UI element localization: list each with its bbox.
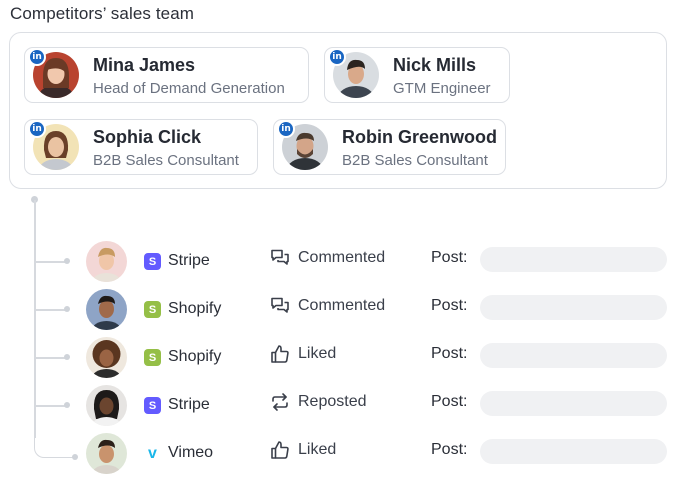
team-member-role: Head of Demand Generation	[93, 80, 285, 97]
activity-action: Commented	[298, 249, 386, 266]
company-name: Shopify	[168, 300, 222, 317]
team-card-sophia-click[interactable]: in Sophia Click B2B Sales Consultant	[24, 119, 258, 175]
team-member-role: GTM Engineer	[393, 80, 491, 97]
activity-row[interactable]: S Stripe Commented Post:	[0, 240, 685, 284]
team-member-role: B2B Sales Consultant	[93, 152, 239, 169]
team-member-name: Nick Mills	[393, 55, 477, 75]
post-preview-field[interactable]	[480, 295, 667, 320]
post-preview-field[interactable]	[480, 343, 667, 368]
post-preview-field[interactable]	[480, 391, 667, 416]
avatar	[86, 337, 127, 378]
post-label: Post:	[431, 345, 468, 362]
post-label: Post:	[431, 249, 468, 266]
tree-branch	[35, 405, 67, 407]
team-member-name: Sophia Click	[93, 127, 202, 147]
tree-branch-dot	[64, 354, 70, 360]
comment-icon	[270, 296, 290, 316]
thumbs-up-icon	[270, 344, 290, 364]
sales-team-panel	[9, 32, 667, 189]
avatar	[333, 52, 379, 98]
post-preview-field[interactable]	[480, 439, 667, 464]
post-label: Post:	[431, 441, 468, 458]
repost-icon	[270, 392, 290, 412]
thumbs-up-icon	[270, 440, 290, 460]
activity-row[interactable]: S Shopify Commented Post:	[0, 288, 685, 332]
avatar	[86, 385, 127, 426]
team-member-role: B2B Sales Consultant	[342, 152, 488, 169]
linkedin-icon: in	[28, 48, 46, 66]
post-label: Post:	[431, 297, 468, 314]
tree-branch-dot	[72, 454, 78, 460]
post-preview-field[interactable]	[480, 247, 667, 272]
activity-action: Liked	[298, 441, 337, 458]
company-name: Vimeo	[168, 444, 214, 461]
tree-branch	[35, 261, 67, 263]
linkedin-icon: in	[277, 120, 295, 138]
comment-icon	[270, 248, 290, 268]
linkedin-icon: in	[28, 120, 46, 138]
activity-action: Liked	[298, 345, 337, 362]
avatar	[86, 241, 127, 282]
avatar	[86, 289, 127, 330]
post-label: Post:	[431, 393, 468, 410]
tree-branch-dot	[64, 306, 70, 312]
team-member-name: Mina James	[93, 55, 196, 75]
activity-action: Commented	[298, 297, 386, 314]
tree-branch-dot	[64, 258, 70, 264]
stripe-icon: S	[144, 253, 161, 270]
avatar	[86, 433, 127, 474]
tree-branch	[35, 357, 67, 359]
tree-branch-dot	[64, 402, 70, 408]
linkedin-icon: in	[328, 48, 346, 66]
shopify-icon: S	[144, 301, 161, 318]
team-card-nick-mills[interactable]: in Nick Mills GTM Engineer	[324, 47, 510, 103]
section-title: Competitors’ sales team	[10, 4, 195, 23]
shopify-icon: S	[144, 349, 161, 366]
activity-row[interactable]: v Vimeo Liked Post:	[0, 432, 685, 476]
team-member-name: Robin Greenwood	[342, 127, 497, 147]
tree-root-dot	[31, 196, 38, 203]
activity-action: Reposted	[298, 393, 367, 410]
avatar	[33, 52, 79, 98]
activity-row[interactable]: S Stripe Reposted Post:	[0, 384, 685, 428]
tree-branch	[35, 309, 67, 311]
team-card-mina-james[interactable]: in Mina James Head of Demand Generation	[24, 47, 309, 103]
activity-row[interactable]: S Shopify Liked Post:	[0, 336, 685, 380]
stripe-icon: S	[144, 397, 161, 414]
company-name: Stripe	[168, 252, 210, 269]
team-card-robin-greenwood[interactable]: in Robin Greenwood B2B Sales Consultant	[273, 119, 506, 175]
vimeo-icon: v	[148, 444, 157, 462]
tree-connector-corner	[34, 438, 74, 458]
tree-connector-line	[34, 200, 36, 438]
company-name: Stripe	[168, 396, 210, 413]
company-name: Shopify	[168, 348, 222, 365]
